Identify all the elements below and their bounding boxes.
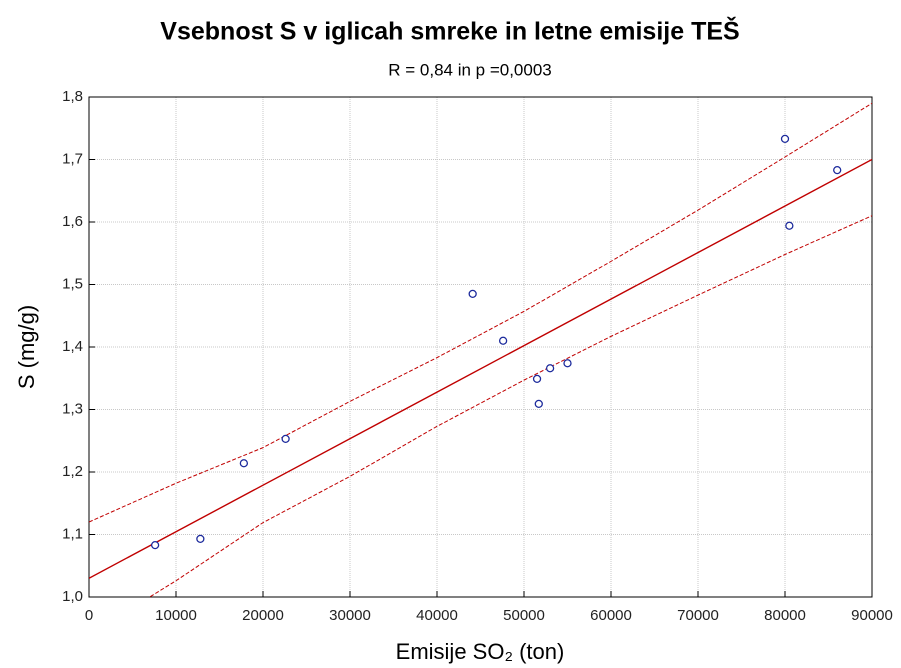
x-tick-label: 90000 (851, 607, 893, 624)
y-tick-label: 1,0 (62, 588, 83, 605)
x-tick-label: 0 (85, 607, 93, 624)
confidence-band (148, 215, 872, 597)
point (281, 434, 290, 444)
plot-frame (88, 96, 873, 598)
point (532, 374, 542, 384)
point (150, 540, 160, 550)
plot-area (89, 97, 872, 597)
regression-line (89, 158, 872, 579)
x-tick-label: 10000 (155, 607, 197, 624)
point (534, 399, 543, 409)
x-tick-label: 80000 (764, 607, 806, 624)
point (498, 336, 508, 345)
y-tick-label: 1,2 (62, 463, 83, 480)
x-tick-label: 20000 (242, 607, 284, 624)
x-tick-label: 50000 (503, 607, 545, 624)
point (780, 134, 790, 144)
point (468, 289, 477, 299)
point (833, 165, 842, 175)
confidence-band (89, 102, 872, 523)
y-tick-label: 1,7 (62, 150, 83, 167)
point (545, 364, 555, 373)
chart-title: Vsebnost S v iglicah smreke in letne emi… (160, 16, 739, 46)
y-axis-label: S (mg/g) (14, 305, 39, 389)
point (563, 359, 572, 368)
y-tick-label: 1,3 (62, 400, 83, 417)
chart-subtitle: R = 0,84 in p =0,0003 (388, 60, 552, 79)
x-tick-label: 30000 (329, 607, 371, 624)
y-tick-label: 1,8 (62, 88, 83, 105)
x-tick-label: 60000 (590, 607, 632, 624)
x-tick-label: 40000 (416, 607, 458, 624)
point (196, 534, 205, 544)
x-tick-label: 70000 (677, 607, 719, 624)
y-tick-label: 1,5 (62, 275, 83, 292)
y-tick-label: 1,6 (62, 213, 83, 230)
x-axis-label: Emisije SO₂ (ton) (396, 639, 565, 664)
y-tick-label: 1,4 (62, 338, 83, 355)
plot-layer (89, 102, 872, 597)
point (239, 459, 249, 468)
y-tick-label: 1,1 (62, 525, 83, 542)
point (785, 221, 794, 230)
